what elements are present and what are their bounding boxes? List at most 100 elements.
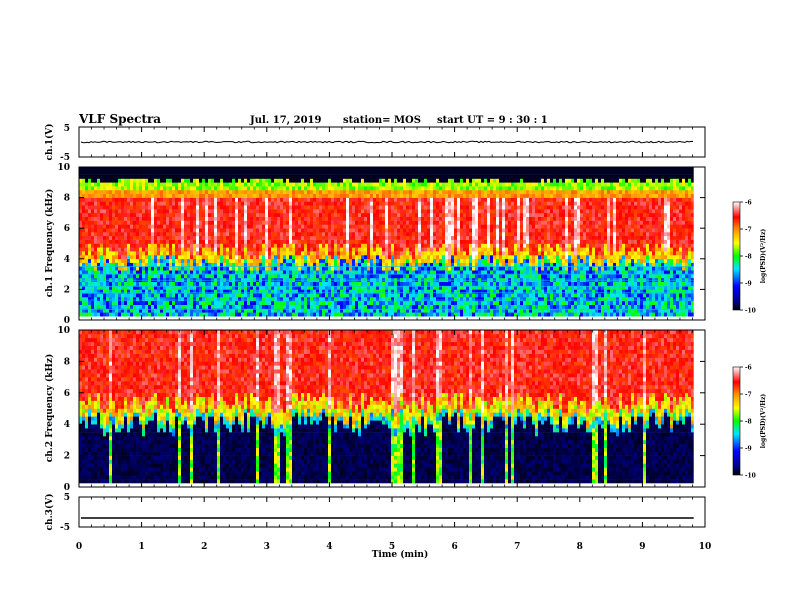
spectrogram-cell (367, 205, 370, 210)
spectrogram-cell (127, 182, 130, 187)
spectrogram-cell (157, 274, 160, 279)
spectrogram-cell (382, 312, 385, 317)
spectrogram-cell (403, 216, 406, 221)
spectrogram-cell (337, 262, 340, 267)
spectrogram-cell (361, 209, 364, 214)
spectrogram-cell (187, 308, 190, 313)
spectrogram-cell (163, 251, 166, 256)
spectrogram-cell (121, 300, 124, 305)
spectrogram-cell (88, 170, 91, 175)
spectrogram-cell (82, 228, 85, 233)
spectrogram-cell (280, 205, 283, 210)
spectrogram-cell (268, 189, 271, 194)
spectrogram-cell (448, 300, 451, 305)
spectrogram-cell (253, 174, 256, 179)
spectrogram-cell (259, 255, 262, 260)
spectrogram-cell (367, 281, 370, 286)
spectrogram-cell (364, 258, 367, 263)
spectrogram-cell (391, 182, 394, 187)
spectrogram-cell (160, 228, 163, 233)
spectrogram-cell (322, 262, 325, 267)
spectrogram-cell (181, 235, 184, 240)
spectrogram-cell (112, 167, 115, 172)
spectrogram-cell (229, 186, 232, 191)
spectrogram-cell (112, 274, 115, 279)
spectrogram-cell (349, 270, 352, 275)
spectrogram-cell (247, 216, 250, 221)
spectrogram-cell (190, 274, 193, 279)
spectrogram-cell (133, 300, 136, 305)
spectrogram-cell (457, 255, 460, 260)
spectrogram-cell (250, 212, 253, 217)
spectrogram-cell (292, 281, 295, 286)
spectrogram-cell (292, 201, 295, 206)
spectrogram-cell (334, 289, 337, 294)
spectrogram-cell (253, 220, 256, 225)
spectrogram-cell (451, 220, 454, 225)
spectrogram-cell (334, 224, 337, 229)
spectrogram-cell (415, 289, 418, 294)
spectrogram-cell (325, 224, 328, 229)
spectrogram-cell (211, 285, 214, 290)
spectrogram-cell (337, 281, 340, 286)
spectrogram-cell (124, 247, 127, 252)
spectrogram-cell (334, 300, 337, 305)
spectrogram-cell (295, 186, 298, 191)
spectrogram-cell (238, 193, 241, 198)
spectrogram-cell (355, 216, 358, 221)
spectrogram-cell (328, 266, 331, 271)
spectrogram-cell (340, 308, 343, 313)
spectrogram-cell (400, 289, 403, 294)
spectrogram-cell (97, 178, 100, 183)
spectrogram-cell (271, 247, 274, 252)
spectrogram-cell (205, 178, 208, 183)
spectrogram-cell (316, 186, 319, 191)
spectrogram-cell (337, 293, 340, 298)
spectrogram-cell (157, 266, 160, 271)
spectrogram-cell (361, 289, 364, 294)
spectrogram-cell (124, 197, 127, 202)
spectrogram-cell (334, 220, 337, 225)
spectrogram-cell (103, 216, 106, 221)
spectrogram-cell (259, 243, 262, 248)
spectrogram-cell (301, 239, 304, 244)
spectrogram-cell (370, 201, 373, 206)
spectrogram-cell (205, 251, 208, 256)
spectrogram-cell (340, 270, 343, 275)
spectrogram-cell (118, 270, 121, 275)
spectrogram-cell (268, 197, 271, 202)
spectrogram-cell (427, 300, 430, 305)
spectrogram-cell (313, 297, 316, 302)
spectrogram-cell (136, 285, 139, 290)
spectrogram-cell (178, 182, 181, 187)
spectrogram-cell (364, 289, 367, 294)
spectrogram-cell (457, 186, 460, 191)
spectrogram-cell (388, 228, 391, 233)
spectrogram-cell (184, 189, 187, 194)
spectrogram-cell (457, 285, 460, 290)
spectrogram-cell (388, 297, 391, 302)
spectrogram-cell (166, 293, 169, 298)
spectrogram-cell (439, 289, 442, 294)
spectrogram-cell (157, 220, 160, 225)
spectrogram-cell (430, 212, 433, 217)
spectrogram-cell (94, 235, 97, 240)
spectrogram-cell (319, 289, 322, 294)
spectrogram-cell (433, 258, 436, 263)
spectrogram-cell (190, 224, 193, 229)
spectrogram-cell (124, 255, 127, 260)
spectrogram-cell (400, 197, 403, 202)
spectrogram-cell (361, 193, 364, 198)
spectrogram-cell (220, 247, 223, 252)
spectrogram-cell (85, 182, 88, 187)
spectrogram-cell (199, 285, 202, 290)
spectrogram-cell (361, 189, 364, 194)
spectrogram-cell (208, 193, 211, 198)
spectrogram-cell (373, 304, 376, 309)
spectrogram-cell (358, 285, 361, 290)
spectrogram-cell (172, 293, 175, 298)
spectrogram-cell (196, 312, 199, 317)
spectrogram-cell (331, 285, 334, 290)
spectrogram-cell (247, 308, 250, 313)
spectrogram-cell (352, 293, 355, 298)
